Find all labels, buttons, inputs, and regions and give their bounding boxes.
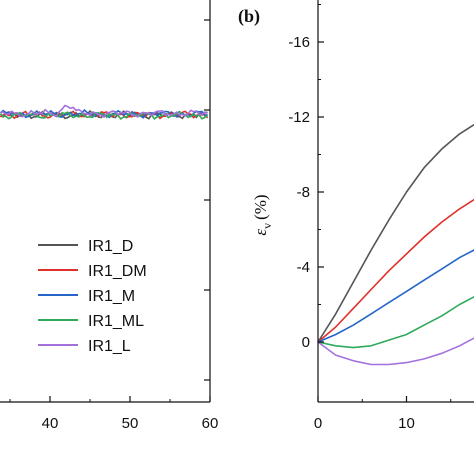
- panel-a-ticks: 40 50 60: [9, 19, 219, 432]
- panel-b-series-line-3: [317, 295, 474, 349]
- panel-b-series-line-4: [317, 337, 474, 366]
- ylabel-subscript: v: [260, 223, 274, 229]
- legend-label-ir1-m: IR1_M: [88, 288, 135, 305]
- panel-b-y-tick-label: -4: [297, 259, 310, 276]
- panel-b-series-line-2: [317, 249, 474, 343]
- ylabel-unit: (%): [251, 194, 270, 219]
- panel-a-series-group: [0, 104, 209, 121]
- panel-b-label: (b): [238, 6, 260, 27]
- legend-label-ir1-d: IR1_D: [88, 238, 133, 255]
- panel-b: (b) -16 -12 -8 -4 0 0 10 εv (%): [238, 0, 474, 432]
- panel-b-y-tick-label: -8: [297, 184, 310, 201]
- panel-b-y-tick-label: 0: [302, 334, 310, 351]
- series-line-ir1-l: [0, 104, 208, 119]
- panel-b-y-axis-label: εv (%): [251, 194, 274, 235]
- panel-a-x-tick-label: 60: [202, 415, 219, 432]
- panel-b-series-line-1: [317, 198, 474, 343]
- legend-label-ir1-ml: IR1_ML: [88, 313, 144, 330]
- panel-b-y-tick-label: -16: [288, 34, 310, 51]
- panel-a-x-tick-label: 40: [42, 415, 59, 432]
- panel-a-x-tick-label: 50: [122, 415, 139, 432]
- ylabel-symbol: ε: [251, 229, 270, 236]
- panel-b-series-group: [317, 123, 474, 366]
- panel-b-y-tick-label: -12: [288, 109, 310, 126]
- legend-label-ir1-dm: IR1_DM: [88, 263, 147, 280]
- panel-a: 40 50 60 IR1_D IR1_DM IR1_M IR1_ML IR1_L: [0, 0, 218, 432]
- panel-a-legend: IR1_D IR1_DM IR1_M IR1_ML IR1_L: [38, 238, 147, 355]
- panel-b-ticks: -16 -12 -8 -4 0 0 10: [288, 4, 452, 432]
- panel-b-x-tick-label: 10: [398, 415, 415, 432]
- legend-label-ir1-l: IR1_L: [88, 338, 131, 355]
- panel-b-series-line-0: [317, 123, 474, 343]
- panel-b-x-tick-label: 0: [314, 415, 322, 432]
